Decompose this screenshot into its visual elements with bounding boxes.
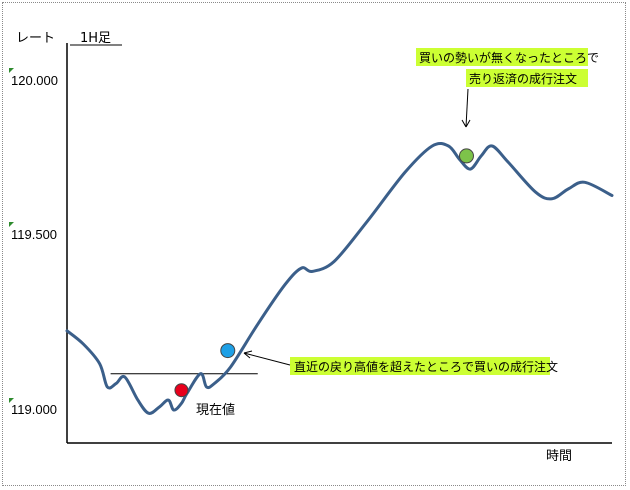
timeframe-label: 1H足 bbox=[80, 31, 111, 46]
y-tick-label: 120.000 bbox=[11, 73, 58, 88]
x-axis-label: 時間 bbox=[546, 449, 572, 464]
y-tick-marker bbox=[9, 222, 14, 227]
buy-callout-text: 直近の戻り高値を超えたところで買いの成行注文 bbox=[294, 359, 558, 374]
buy-entry-marker bbox=[220, 343, 236, 359]
price-series-line bbox=[65, 141, 614, 415]
sell-callout-arrowhead bbox=[461, 119, 471, 128]
sell-callout-arrow bbox=[465, 88, 469, 128]
y-tick-label: 119.000 bbox=[11, 402, 57, 417]
sell-exit-marker bbox=[458, 148, 474, 164]
buy-callout-arrow bbox=[243, 352, 291, 366]
sell-callout-text-1: 買いの勢いが無くなったところで bbox=[419, 50, 599, 65]
y-ticks: 120.000 119.500 119.000 bbox=[9, 68, 58, 417]
buy-callout-box bbox=[290, 357, 550, 375]
y-tick-marker bbox=[9, 398, 14, 403]
sell-callout-box-2 bbox=[466, 69, 588, 87]
y-tick-label: 119.500 bbox=[11, 227, 57, 242]
y-axis-label: レート bbox=[16, 31, 55, 46]
current-price-marker bbox=[174, 383, 189, 398]
y-tick-marker bbox=[9, 68, 14, 73]
sell-callout-box-1 bbox=[416, 48, 588, 66]
current-price-label: 現在値 bbox=[196, 402, 235, 418]
buy-callout-arrowhead bbox=[243, 350, 253, 359]
sell-callout-text-2: 売り返済の成行注文 bbox=[469, 71, 577, 86]
